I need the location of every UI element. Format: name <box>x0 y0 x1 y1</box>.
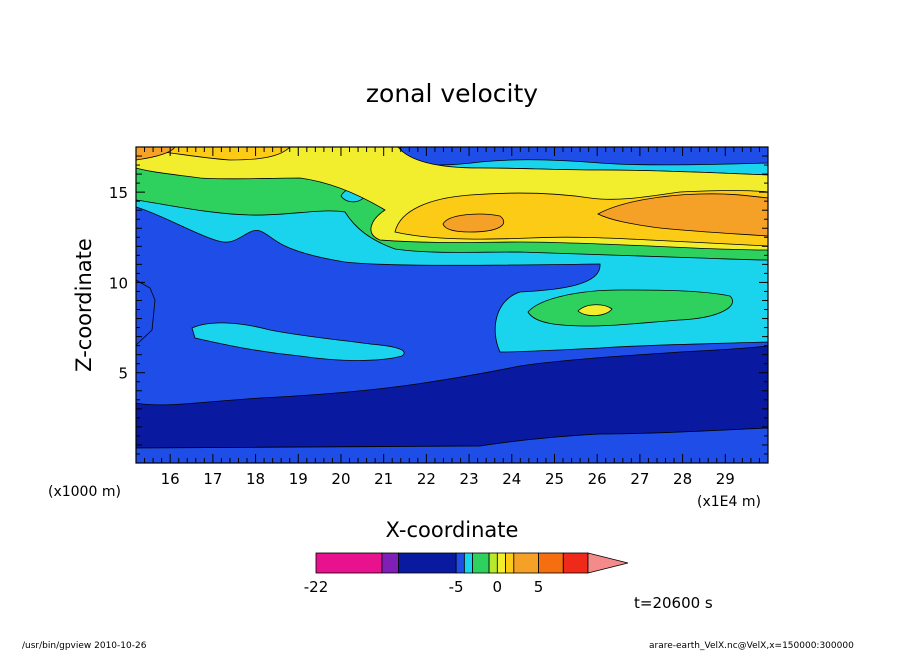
time-label: t=20600 s <box>634 594 713 612</box>
colorbar-box <box>381 552 399 574</box>
colorbar-box <box>455 552 465 574</box>
band-negative-bottom <box>136 427 768 463</box>
band-weak-negative-middle <box>191 322 405 361</box>
x-unit-right-label: (x1E4 m) <box>697 494 761 510</box>
x-tick-label: 16 <box>161 470 180 488</box>
colorbar-box <box>463 552 474 574</box>
colorbar-box <box>496 552 506 574</box>
contour-field <box>136 147 768 463</box>
x-tick-label: 24 <box>502 470 521 488</box>
colorbar <box>315 552 629 574</box>
y-tick-label: 5 <box>118 365 128 383</box>
band-negative-left-lobe <box>136 279 156 346</box>
colorbar-box <box>538 552 564 574</box>
colorbar-box <box>398 552 457 574</box>
band-strong-positive-mid <box>442 213 505 233</box>
x-tick-label: 28 <box>673 470 692 488</box>
colorbar-box <box>488 552 498 574</box>
colorbar-tick-label: -22 <box>304 578 329 596</box>
colorbar-tick-labels: -22 -5 0 5 <box>304 578 544 596</box>
footer-left: /usr/bin/gpview 2010-10-26 <box>22 641 147 651</box>
colorbar-box <box>315 552 383 574</box>
band-near-zero-right-oval <box>527 289 733 327</box>
x-axis-ticks: 16 17 18 19 20 21 22 23 24 25 26 27 28 29 <box>135 147 769 488</box>
colorbar-box <box>505 552 515 574</box>
y-axis-ticks: 5 10 15 <box>109 146 768 455</box>
x-tick-label: 18 <box>246 470 265 488</box>
x-tick-label: 21 <box>374 470 393 488</box>
footer-right: arare-earth_VelX.nc@VelX,x=150000:300000 <box>649 641 854 651</box>
x-tick-label: 25 <box>545 470 564 488</box>
colorbar-tick-label: 0 <box>493 578 503 596</box>
x-tick-label: 19 <box>289 470 308 488</box>
y-tick-label: 15 <box>109 184 128 202</box>
colorbar-box <box>513 552 539 574</box>
band-weak-positive-dot <box>577 304 613 317</box>
colorbar-tick-label: 5 <box>534 578 544 596</box>
x-tick-label: 20 <box>331 470 350 488</box>
x-tick-label: 29 <box>716 470 735 488</box>
x-axis-label: X-coordinate <box>386 518 519 542</box>
x-tick-label: 23 <box>460 470 479 488</box>
band-negative-top-right <box>399 147 768 166</box>
x-tick-label: 17 <box>203 470 222 488</box>
colorbar-box <box>562 552 589 574</box>
colorbar-extend-arrow <box>587 552 629 574</box>
band-strong-positive-right <box>597 193 768 237</box>
y-tick-label: 10 <box>109 274 128 292</box>
x-tick-label: 27 <box>630 470 649 488</box>
x-tick-label: 22 <box>417 470 436 488</box>
y-axis-label: Z-coordinate <box>72 238 96 372</box>
x-tick-label: 26 <box>588 470 607 488</box>
x-unit-left-label: (x1000 m) <box>48 484 121 500</box>
colorbar-box <box>472 552 490 574</box>
chart-title: zonal velocity <box>366 79 538 108</box>
colorbar-tick-label: -5 <box>449 578 464 596</box>
